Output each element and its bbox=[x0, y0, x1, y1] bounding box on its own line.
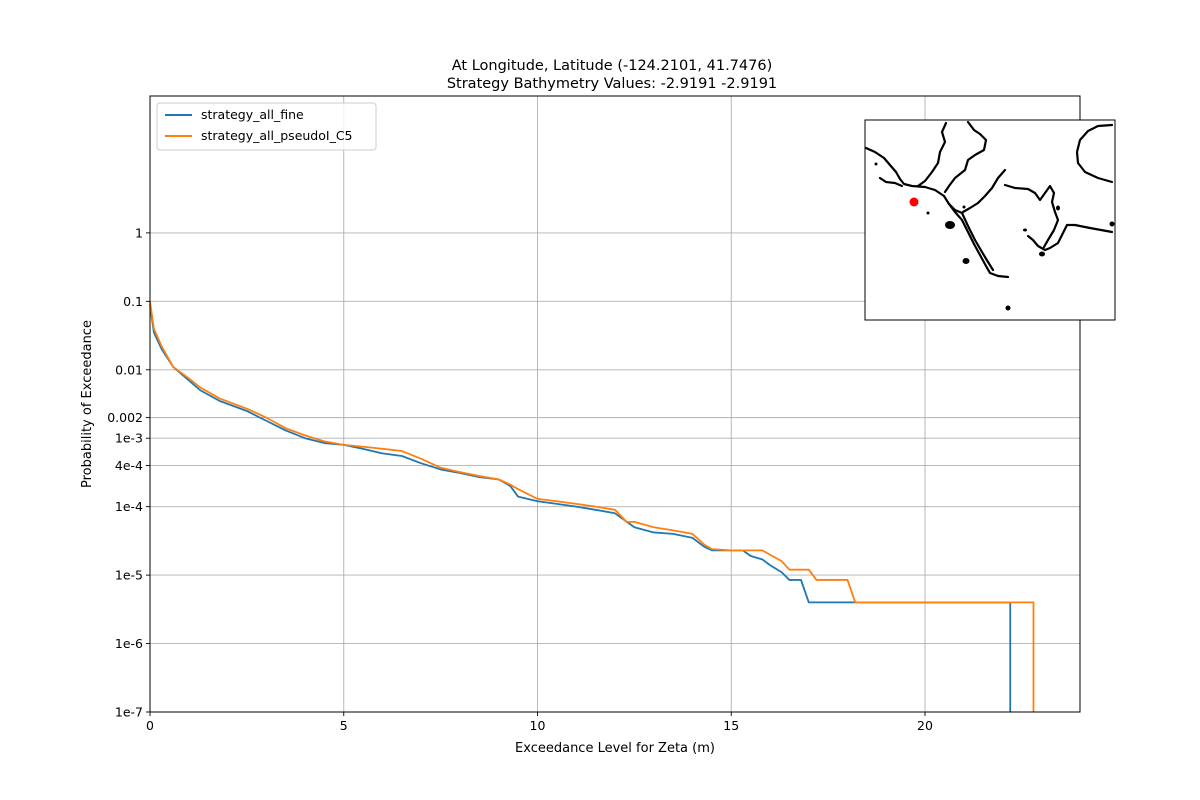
y-tick-label: 1e-4 bbox=[115, 499, 143, 514]
axis-ticks: 0 5 10 15 20 1 0.1 0.01 0.002 1e-3 4e-4 1e-4 1e-5 1e-… bbox=[107, 225, 933, 733]
x-tick-label: 5 bbox=[340, 718, 348, 733]
legend-label-fine: strategy_all_fine bbox=[201, 107, 304, 122]
inset-location-map bbox=[864, 119, 1116, 321]
legend: strategy_all_fine strategy_all_pseudoI_C… bbox=[156, 102, 377, 151]
location-marker bbox=[909, 197, 919, 207]
y-tick-label: 0.1 bbox=[123, 294, 143, 309]
island-shapes bbox=[874, 162, 1115, 311]
y-tick-label: 4e-4 bbox=[115, 458, 143, 473]
y-tick-label: 0.002 bbox=[107, 410, 143, 425]
y-tick-label: 0.01 bbox=[115, 362, 143, 377]
x-axis-label: Exceedance Level for Zeta (m) bbox=[515, 741, 715, 756]
x-tick-label: 15 bbox=[723, 718, 739, 733]
x-tick-label: 20 bbox=[917, 718, 933, 733]
coastline-shapes bbox=[864, 120, 1114, 279]
y-tick-label: 1e-5 bbox=[115, 568, 143, 583]
y-tick-label: 1e-3 bbox=[115, 431, 143, 446]
chart-title: At Longitude, Latitude (-124.2101, 41.74… bbox=[452, 58, 773, 74]
x-tick-label: 10 bbox=[530, 718, 546, 733]
y-axis-label: Probability of Exceedance bbox=[80, 320, 95, 488]
series-line-strategy_all_pseudoI_C5 bbox=[149, 301, 1035, 712]
legend-box bbox=[156, 102, 377, 151]
y-tick-label: 1e-6 bbox=[115, 636, 143, 651]
legend-label-pseudo: strategy_all_pseudoI_C5 bbox=[201, 128, 353, 143]
y-tick-label: 1e-7 bbox=[115, 705, 143, 720]
inset-map-frame bbox=[864, 119, 1116, 321]
chart-subtitle: Strategy Bathymetry Values: -2.9191 -2.9… bbox=[447, 76, 777, 92]
series-line-strategy_all_fine bbox=[149, 304, 1012, 712]
series-lines bbox=[149, 301, 1035, 712]
y-tick-label: 1 bbox=[135, 225, 143, 240]
plot-frame bbox=[149, 95, 1081, 713]
x-tick-label: 0 bbox=[146, 718, 154, 733]
